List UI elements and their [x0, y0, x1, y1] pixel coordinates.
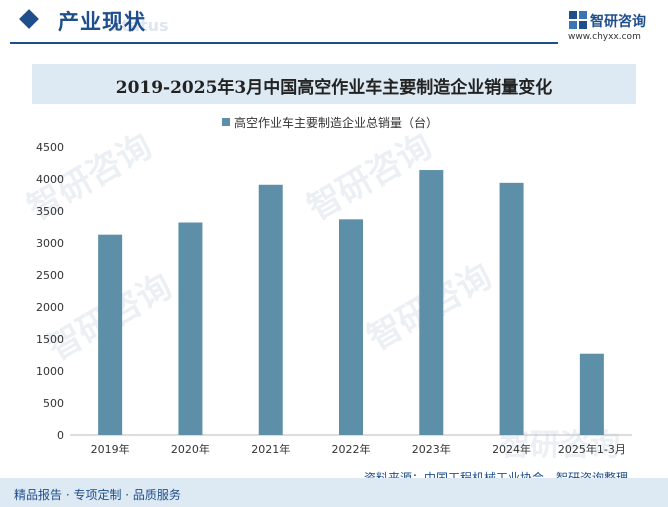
bar: [258, 184, 283, 435]
x-tick-label: 2019年: [91, 442, 130, 456]
brand-name: 智研咨询: [590, 14, 646, 30]
footer-bar: 精品报告 · 专项定制 · 品质服务: [0, 478, 668, 507]
bar: [499, 182, 524, 435]
x-tick-label: 2020年: [171, 442, 210, 456]
y-tick-label: 4000: [36, 173, 64, 186]
brand-url: www.chyxx.com: [568, 32, 641, 42]
x-tick-label: 2023年: [412, 442, 451, 456]
legend-label: 高空作业车主要制造企业总销量（台）: [234, 116, 439, 130]
y-tick-label: 500: [43, 397, 64, 410]
bar: [98, 234, 123, 435]
y-tick-label: 3500: [36, 205, 64, 218]
legend-swatch: [222, 118, 230, 126]
x-tick-label: 2021年: [251, 442, 290, 456]
brand-logo-icon: [569, 11, 587, 29]
x-tick-label: 2024年: [492, 442, 531, 456]
bar: [178, 222, 203, 435]
x-tick-label: 2025年1-3月: [558, 442, 626, 456]
section-subtitle: Status: [110, 16, 169, 35]
chart-title: 2019-2025年3月中国高空作业车主要制造企业销量变化: [115, 78, 553, 98]
y-tick-label: 2000: [36, 301, 64, 314]
y-tick-label: 4500: [36, 141, 64, 154]
y-tick-label: 3000: [36, 237, 64, 250]
x-tick-label: 2022年: [332, 442, 371, 456]
bar: [419, 170, 444, 436]
bar: [339, 219, 363, 435]
header-divider: [10, 42, 558, 44]
y-tick-label: 1500: [36, 333, 64, 346]
header: Status 产业现状 智研咨询 www.chyxx.com: [0, 0, 668, 46]
section-title: 产业现状: [58, 10, 146, 34]
y-tick-label: 1000: [36, 365, 64, 378]
brand: 智研咨询 www.chyxx.com: [568, 10, 664, 44]
chart-title-band: 2019-2025年3月中国高空作业车主要制造企业销量变化: [32, 64, 636, 104]
footer-tagline: 精品报告 · 专项定制 · 品质服务: [14, 488, 181, 502]
y-tick-label: 2500: [36, 269, 64, 282]
y-tick-label: 0: [57, 429, 64, 442]
bar: [579, 353, 604, 435]
